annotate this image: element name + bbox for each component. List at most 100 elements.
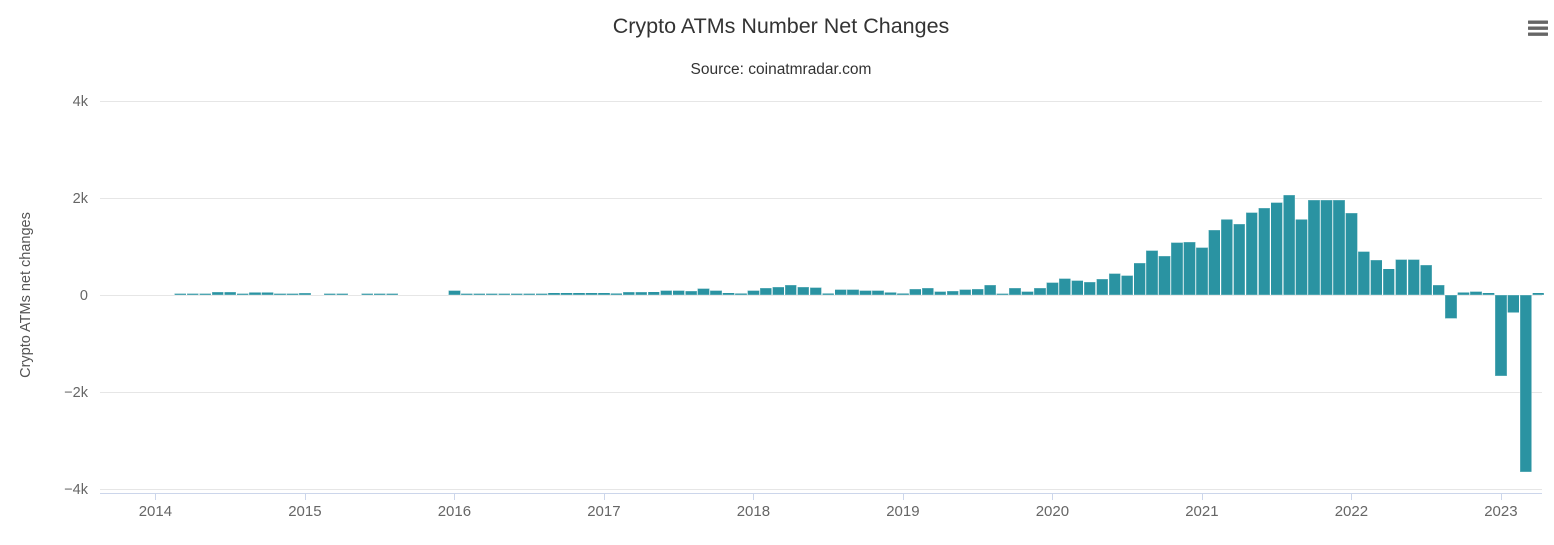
- bar[interactable]: [996, 292, 1009, 296]
- bar[interactable]: [971, 288, 984, 296]
- bar[interactable]: [460, 292, 474, 296]
- bar[interactable]: [1482, 292, 1495, 296]
- bar[interactable]: [585, 292, 598, 296]
- bar[interactable]: [610, 292, 623, 296]
- bar[interactable]: [772, 286, 785, 296]
- bar[interactable]: [1444, 294, 1458, 319]
- bar[interactable]: [535, 292, 548, 296]
- bar[interactable]: [1183, 241, 1196, 296]
- bar[interactable]: [921, 287, 935, 296]
- bar[interactable]: [1120, 275, 1134, 296]
- bar[interactable]: [797, 286, 810, 296]
- bar[interactable]: [784, 284, 798, 296]
- bar[interactable]: [1058, 278, 1072, 296]
- bar[interactable]: [759, 287, 773, 296]
- bar[interactable]: [1133, 262, 1146, 296]
- bar[interactable]: [373, 292, 386, 296]
- bar[interactable]: [734, 292, 748, 296]
- bar[interactable]: [747, 289, 760, 296]
- bar[interactable]: [1494, 294, 1508, 377]
- bar[interactable]: [485, 292, 498, 296]
- bar[interactable]: [1021, 290, 1034, 296]
- bar[interactable]: [572, 292, 586, 296]
- bar[interactable]: [722, 292, 735, 296]
- bar[interactable]: [211, 291, 224, 296]
- bar[interactable]: [1220, 218, 1234, 296]
- bar[interactable]: [809, 287, 823, 296]
- bar[interactable]: [1370, 259, 1383, 296]
- bar[interactable]: [1233, 223, 1246, 296]
- bar[interactable]: [622, 291, 636, 296]
- bar[interactable]: [1357, 251, 1371, 296]
- bar[interactable]: [335, 292, 349, 296]
- bar[interactable]: [672, 289, 685, 296]
- bar[interactable]: [647, 291, 661, 296]
- bar[interactable]: [1532, 292, 1545, 296]
- bar[interactable]: [934, 291, 947, 296]
- bar[interactable]: [497, 292, 511, 296]
- bar[interactable]: [821, 292, 835, 296]
- bar[interactable]: [1145, 250, 1159, 296]
- bar[interactable]: [560, 292, 573, 296]
- bar[interactable]: [983, 284, 997, 296]
- bar[interactable]: [522, 292, 536, 296]
- bar[interactable]: [1282, 194, 1296, 296]
- bar[interactable]: [1245, 212, 1259, 296]
- bar[interactable]: [1083, 281, 1097, 296]
- bar[interactable]: [896, 292, 910, 296]
- bar[interactable]: [1469, 291, 1483, 296]
- bar[interactable]: [1158, 255, 1171, 296]
- bar[interactable]: [946, 290, 960, 296]
- bar[interactable]: [1295, 218, 1308, 296]
- bar[interactable]: [198, 292, 212, 296]
- bar[interactable]: [1419, 264, 1433, 296]
- bar[interactable]: [684, 290, 698, 296]
- bar[interactable]: [1382, 268, 1396, 296]
- bar[interactable]: [597, 292, 611, 296]
- bar[interactable]: [1395, 258, 1408, 296]
- bar[interactable]: [1345, 212, 1358, 296]
- bar[interactable]: [1407, 258, 1421, 296]
- bar[interactable]: [1071, 279, 1084, 296]
- bar[interactable]: [884, 291, 897, 296]
- bar[interactable]: [448, 289, 461, 296]
- bar[interactable]: [959, 288, 972, 296]
- bar[interactable]: [1108, 273, 1122, 296]
- bar[interactable]: [1096, 278, 1109, 296]
- bar[interactable]: [859, 290, 872, 296]
- bar[interactable]: [510, 292, 523, 296]
- chart-context-menu-button[interactable]: [1522, 13, 1552, 43]
- bar[interactable]: [697, 288, 710, 296]
- bar[interactable]: [236, 292, 249, 296]
- bar[interactable]: [635, 291, 648, 296]
- bar[interactable]: [223, 291, 237, 296]
- bar[interactable]: [1432, 284, 1445, 296]
- bar[interactable]: [846, 289, 860, 296]
- bar[interactable]: [1258, 207, 1271, 296]
- bar[interactable]: [709, 290, 723, 296]
- bar[interactable]: [660, 289, 673, 296]
- bar[interactable]: [1195, 247, 1209, 296]
- bar[interactable]: [871, 290, 885, 296]
- bar[interactable]: [1307, 199, 1321, 296]
- bar[interactable]: [248, 291, 262, 296]
- bar[interactable]: [385, 292, 399, 296]
- bar[interactable]: [273, 292, 287, 296]
- bar[interactable]: [834, 289, 847, 296]
- bar[interactable]: [286, 292, 299, 296]
- bar[interactable]: [1008, 287, 1022, 296]
- bar[interactable]: [1170, 242, 1184, 296]
- bar[interactable]: [1320, 199, 1333, 296]
- bar[interactable]: [360, 292, 374, 296]
- bar[interactable]: [1270, 201, 1283, 296]
- bar[interactable]: [261, 291, 274, 296]
- bar[interactable]: [547, 292, 561, 296]
- bar[interactable]: [1208, 229, 1221, 296]
- bar[interactable]: [1033, 287, 1047, 296]
- bar[interactable]: [1507, 294, 1520, 314]
- bar[interactable]: [186, 292, 199, 296]
- bar[interactable]: [323, 292, 337, 296]
- bar[interactable]: [174, 292, 187, 296]
- bar[interactable]: [473, 292, 486, 296]
- bar[interactable]: [909, 288, 922, 296]
